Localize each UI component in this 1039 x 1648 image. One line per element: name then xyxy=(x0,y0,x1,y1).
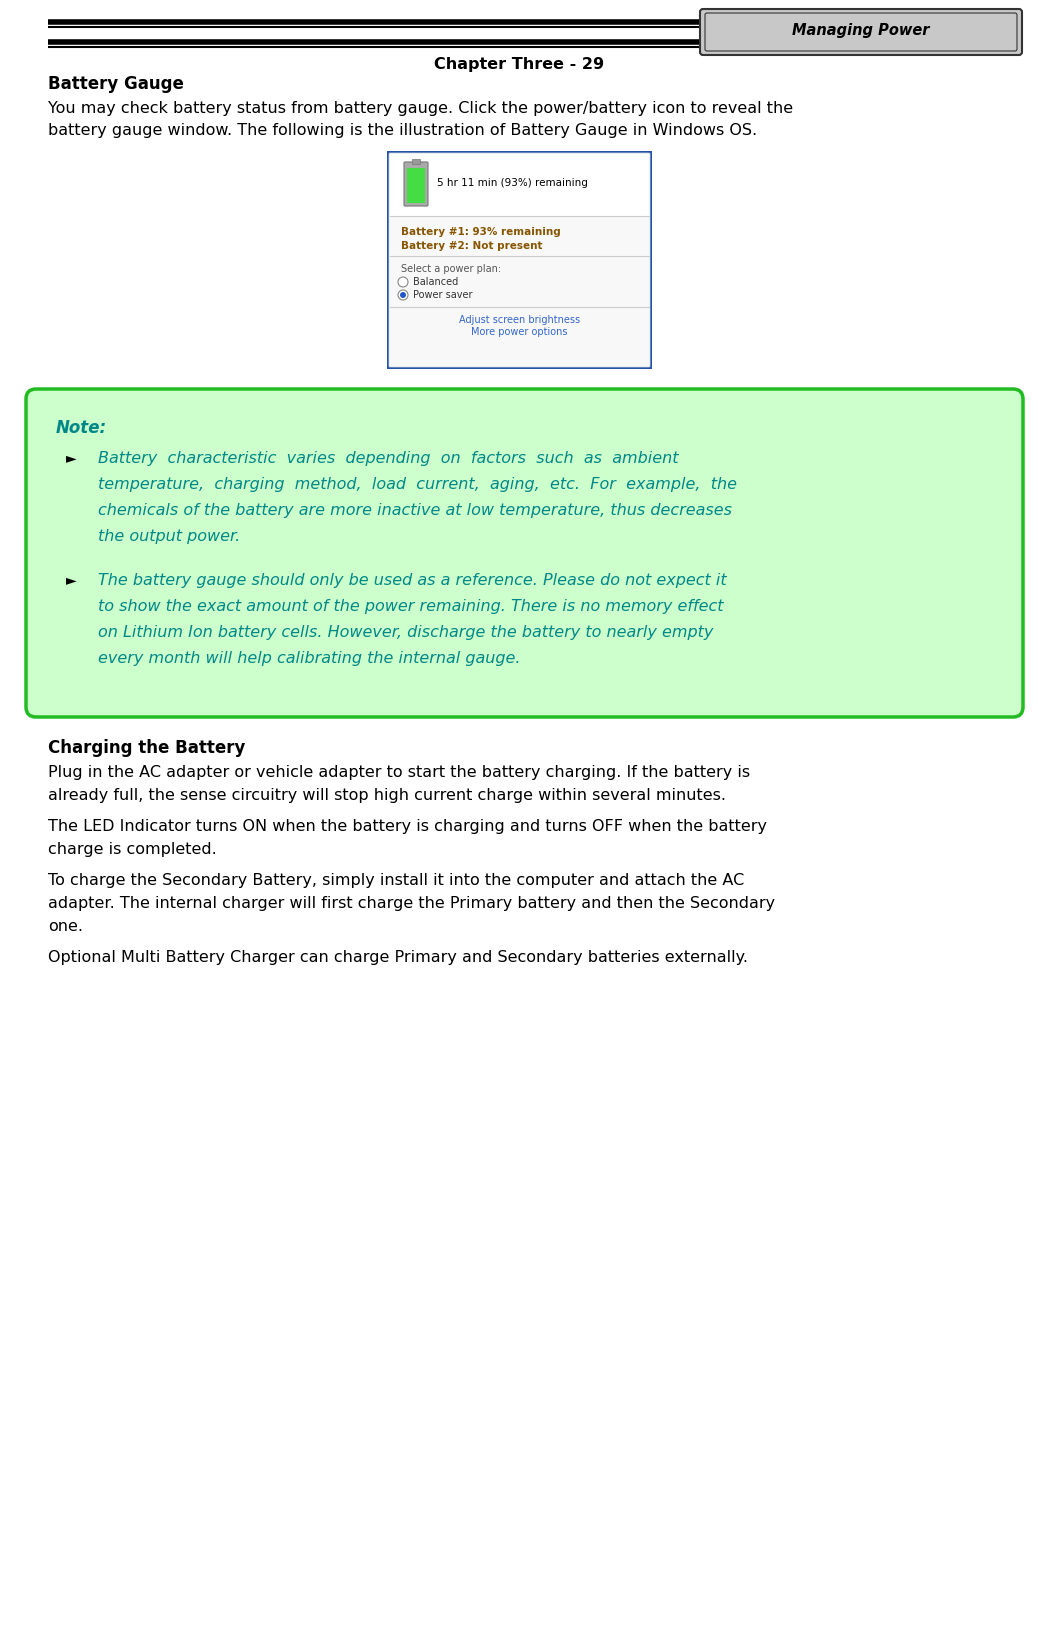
Circle shape xyxy=(400,292,406,298)
Text: ►: ► xyxy=(66,574,77,587)
Text: 5 hr 11 min (93%) remaining: 5 hr 11 min (93%) remaining xyxy=(437,178,588,188)
Text: Optional Multi Battery Charger can charge Primary and Secondary batteries extern: Optional Multi Battery Charger can charg… xyxy=(48,949,748,966)
Text: on Lithium Ion battery cells. However, discharge the battery to nearly empty: on Lithium Ion battery cells. However, d… xyxy=(98,625,714,639)
Text: You may check battery status from battery gauge. Click the power/battery icon to: You may check battery status from batter… xyxy=(48,101,793,115)
Text: Note:: Note: xyxy=(56,419,107,437)
FancyBboxPatch shape xyxy=(387,152,652,369)
Text: Adjust screen brightness: Adjust screen brightness xyxy=(459,315,580,325)
Circle shape xyxy=(398,277,408,287)
Text: every month will help calibrating the internal gauge.: every month will help calibrating the in… xyxy=(98,651,521,666)
Text: Plug in the AC adapter or vehicle adapter to start the battery charging. If the : Plug in the AC adapter or vehicle adapte… xyxy=(48,765,750,780)
Text: Power saver: Power saver xyxy=(412,290,473,300)
Text: The LED Indicator turns ON when the battery is charging and turns OFF when the b: The LED Indicator turns ON when the batt… xyxy=(48,819,767,834)
Text: charge is completed.: charge is completed. xyxy=(48,842,217,857)
FancyBboxPatch shape xyxy=(700,8,1022,54)
Text: Charging the Battery: Charging the Battery xyxy=(48,738,245,756)
Text: to show the exact amount of the power remaining. There is no memory effect: to show the exact amount of the power re… xyxy=(98,598,723,615)
Text: temperature,  charging  method,  load  current,  aging,  etc.  For  example,  th: temperature, charging method, load curre… xyxy=(98,476,737,493)
Text: Battery Gauge: Battery Gauge xyxy=(48,76,184,92)
Text: Balanced: Balanced xyxy=(412,277,458,287)
Text: Managing Power: Managing Power xyxy=(793,23,930,38)
Text: To charge the Secondary Battery, simply install it into the computer and attach : To charge the Secondary Battery, simply … xyxy=(48,873,744,888)
FancyBboxPatch shape xyxy=(389,153,650,368)
Text: Battery  characteristic  varies  depending  on  factors  such  as  ambient: Battery characteristic varies depending … xyxy=(98,452,678,466)
Text: More power options: More power options xyxy=(472,326,567,336)
Text: chemicals of the battery are more inactive at low temperature, thus decreases: chemicals of the battery are more inacti… xyxy=(98,503,732,517)
Text: The battery gauge should only be used as a reference. Please do not expect it: The battery gauge should only be used as… xyxy=(98,574,726,588)
Bar xyxy=(407,168,425,203)
Bar xyxy=(412,158,420,165)
Text: one.: one. xyxy=(48,920,83,934)
Text: ►: ► xyxy=(66,452,77,465)
Text: battery gauge window. The following is the illustration of Battery Gauge in Wind: battery gauge window. The following is t… xyxy=(48,124,757,138)
Text: Battery #1: 93% remaining: Battery #1: 93% remaining xyxy=(401,227,561,237)
Text: adapter. The internal charger will first charge the Primary battery and then the: adapter. The internal charger will first… xyxy=(48,897,775,911)
Text: the output power.: the output power. xyxy=(98,529,240,544)
Text: Battery #2: Not present: Battery #2: Not present xyxy=(401,241,542,250)
Text: Chapter Three - 29: Chapter Three - 29 xyxy=(434,56,605,71)
Bar xyxy=(390,153,649,216)
FancyBboxPatch shape xyxy=(404,162,428,206)
FancyBboxPatch shape xyxy=(26,389,1023,717)
Text: already full, the sense circuitry will stop high current charge within several m: already full, the sense circuitry will s… xyxy=(48,788,726,803)
Circle shape xyxy=(398,290,408,300)
Text: Select a power plan:: Select a power plan: xyxy=(401,264,501,274)
